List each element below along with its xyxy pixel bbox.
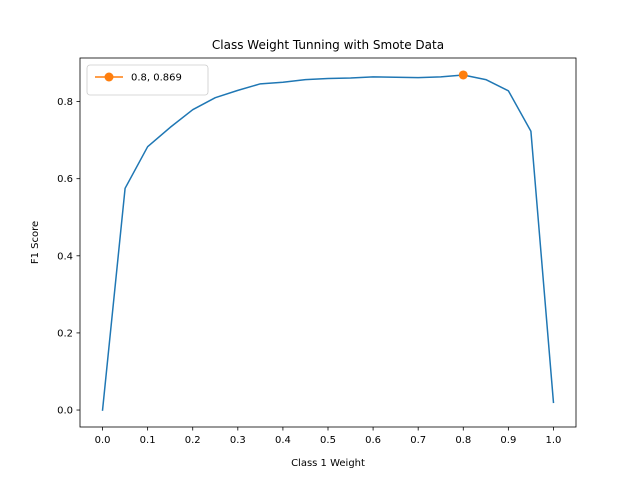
legend-marker	[104, 72, 114, 82]
chart-title: Class Weight Tunning with Smote Data	[212, 38, 444, 52]
y-tick-label: 0.6	[57, 174, 73, 185]
y-axis-label: F1 Score	[30, 221, 41, 264]
x-tick-label: 0.5	[320, 435, 336, 446]
y-tick-label: 0.2	[57, 328, 73, 339]
y-tick-label: 0.4	[57, 251, 73, 262]
x-tick-label: 0.9	[500, 435, 516, 446]
x-tick-label: 1.0	[546, 435, 562, 446]
y-tick-label: 0.8	[57, 97, 73, 108]
plot-area: 0.0 0.1 0.2 0.3 0.4 0.5 0.6 0.7 0.8 0.9 1.0 0.0 0.2 0…	[57, 57, 577, 446]
data-point-1-0	[458, 70, 468, 80]
x-tick-label: 0.8	[455, 435, 471, 446]
x-tick-label: 0.0	[95, 435, 111, 446]
legend: 0.8, 0.869	[86, 64, 209, 96]
x-tick-label: 0.2	[185, 435, 201, 446]
series-line-0	[101, 74, 555, 411]
x-tick-label: 0.1	[140, 435, 156, 446]
x-axis-label: Class 1 Weight	[291, 458, 365, 469]
x-tick-label: 0.7	[410, 435, 426, 446]
legend-label: 0.8, 0.869	[131, 73, 182, 84]
y-tick-label: 0.0	[57, 406, 73, 417]
legend-box	[86, 64, 209, 96]
x-tick-label: 0.6	[365, 435, 381, 446]
x-tick-label: 0.3	[230, 435, 246, 446]
x-tick-label: 0.4	[275, 435, 291, 446]
